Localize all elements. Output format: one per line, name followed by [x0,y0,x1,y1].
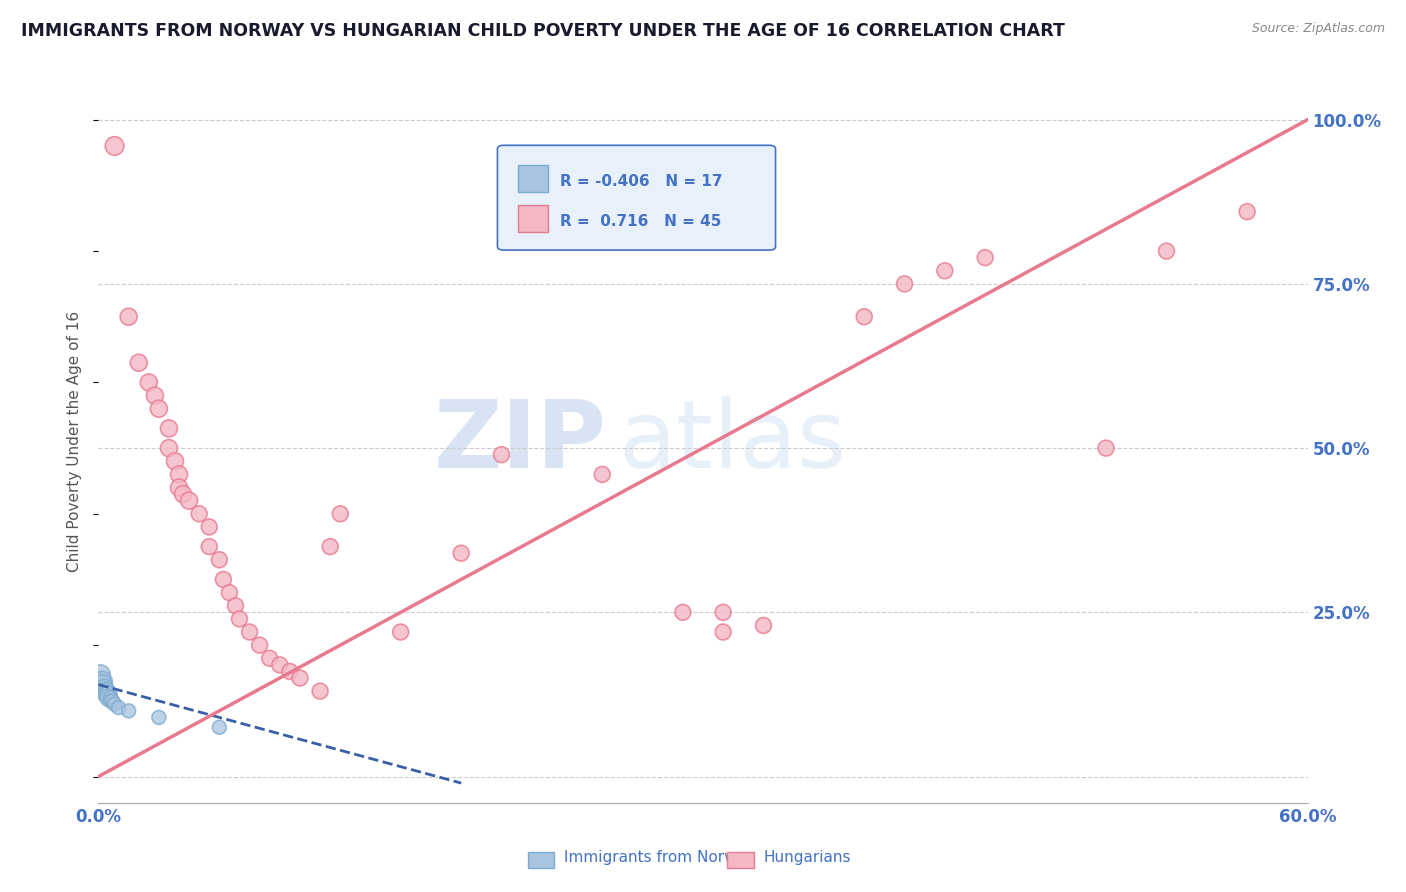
Text: atlas: atlas [619,395,846,488]
Point [1095,441,1118,455]
Point [269,657,291,672]
Text: R = -0.406   N = 17: R = -0.406 N = 17 [561,174,723,189]
Point [172,487,194,501]
Point [389,625,412,640]
Point [672,605,695,619]
Point [163,454,186,468]
Point [100,690,122,705]
Text: Immigrants from Norway: Immigrants from Norway [564,849,755,864]
Point [212,573,235,587]
Point [198,540,221,554]
Point [319,540,342,554]
Point [278,665,301,679]
Point [259,651,281,665]
Point [249,638,271,652]
Point [143,388,166,402]
Point [491,448,513,462]
Point [107,700,129,714]
Point [167,467,190,482]
Point [138,376,160,390]
Point [208,553,231,567]
Point [288,671,311,685]
Point [100,694,122,708]
Point [157,421,180,435]
Text: R =  0.716   N = 45: R = 0.716 N = 45 [561,214,721,228]
Text: Hungarians: Hungarians [763,849,851,864]
Point [148,710,170,724]
Point [97,687,120,701]
Point [188,507,211,521]
Point [218,585,240,599]
Point [329,507,352,521]
Point [711,605,734,619]
Point [118,704,141,718]
Point [103,139,125,153]
Point [309,684,332,698]
Point [711,625,734,640]
Point [208,720,231,734]
Point [591,467,613,482]
Point [93,684,115,698]
Bar [517,165,548,193]
Point [128,356,150,370]
Text: IMMIGRANTS FROM NORWAY VS HUNGARIAN CHILD POVERTY UNDER THE AGE OF 16 CORRELATIO: IMMIGRANTS FROM NORWAY VS HUNGARIAN CHIL… [21,22,1064,40]
Point [228,612,250,626]
Bar [727,852,754,868]
Point [97,690,120,705]
Point [91,677,114,691]
Point [167,481,190,495]
Point [89,667,111,681]
Point [752,618,775,632]
Bar [527,852,554,868]
Point [101,694,124,708]
Point [103,698,125,712]
Point [91,674,114,689]
Point [148,401,170,416]
Point [96,687,118,701]
Point [239,625,262,640]
Y-axis label: Child Poverty Under the Age of 16: Child Poverty Under the Age of 16 [67,311,83,572]
Point [179,493,201,508]
Text: ZIP: ZIP [433,395,606,488]
Point [934,264,956,278]
Point [198,520,221,534]
Point [893,277,915,291]
Point [224,599,246,613]
Bar [517,205,548,232]
Point [1236,204,1258,219]
Point [157,441,180,455]
Point [93,681,115,695]
FancyBboxPatch shape [498,145,776,250]
Point [450,546,472,560]
Point [974,251,997,265]
Point [1156,244,1178,258]
Point [96,684,118,698]
Text: Source: ZipAtlas.com: Source: ZipAtlas.com [1251,22,1385,36]
Point [853,310,876,324]
Point [118,310,141,324]
